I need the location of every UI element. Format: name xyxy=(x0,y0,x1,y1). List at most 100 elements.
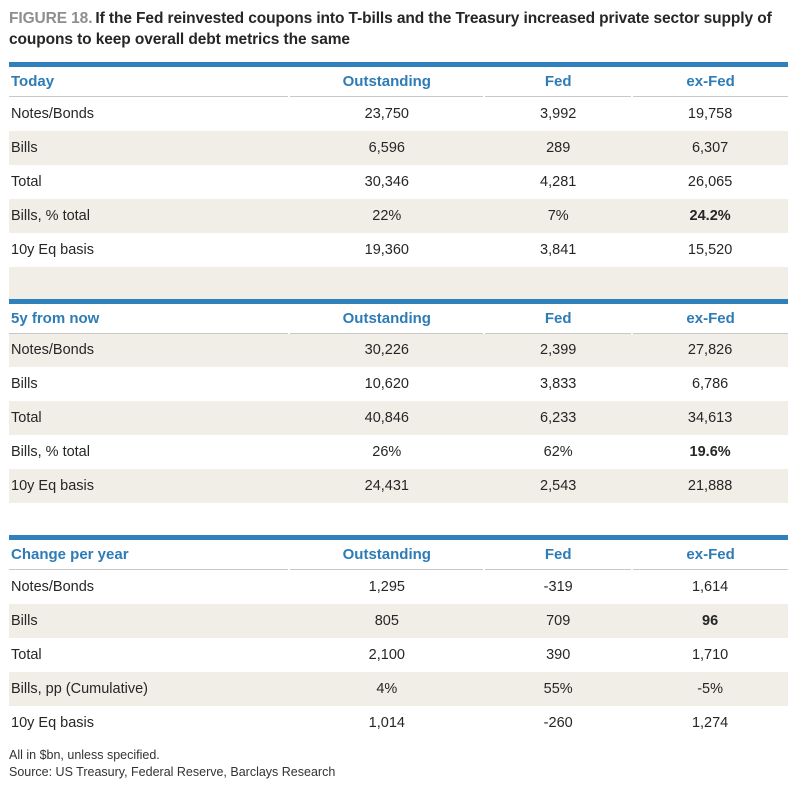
value-cell: 19.6% xyxy=(689,444,731,460)
value-cell: 15,520 xyxy=(687,241,733,258)
value-cell: 6,233 xyxy=(484,401,633,435)
value-cell: 1,295 xyxy=(368,578,405,595)
value-cell: 709 xyxy=(484,603,633,638)
value-cell: 26% xyxy=(372,444,402,460)
value-cell: 23,750 xyxy=(364,105,409,122)
table-header-row: Today Outstanding Fed ex-Fed xyxy=(9,62,788,97)
table-header-row: Change per year Outstanding Fed ex-Fed xyxy=(9,535,788,570)
spacer-row xyxy=(9,266,788,299)
row-label: Bills xyxy=(9,603,290,638)
row-label: Bills, pp (Cumulative) xyxy=(9,671,290,706)
value-cell: 6,596 xyxy=(289,130,485,165)
figure-table: 5y from now Outstanding Fed ex-Fed Notes/B… xyxy=(9,298,788,535)
value-cell: 2,543 xyxy=(484,469,633,503)
table-row: Bills, % total 22% 7% 24.2% xyxy=(9,198,788,233)
table-row: Bills 6,596 289 6,307 xyxy=(9,130,788,165)
tables-container: Today Outstanding Fed ex-Fed Notes/Bonds 23… xyxy=(9,62,788,740)
row-label: 10y Eq basis xyxy=(11,714,95,731)
column-header: Outstanding xyxy=(288,298,485,334)
row-label: Bills xyxy=(9,130,290,165)
value-cell: 2,399 xyxy=(484,333,633,367)
value-cell: 24,431 xyxy=(289,469,485,503)
value-cell: 3,992 xyxy=(540,105,577,122)
value-cell: 34,613 xyxy=(632,401,788,435)
row-label: Bills xyxy=(11,376,38,392)
row-label: Bills, % total xyxy=(9,198,290,233)
row-label: Total xyxy=(11,173,42,190)
value-cell: 805 xyxy=(289,603,485,638)
value-cell: 24.2% xyxy=(632,198,788,233)
column-header: ex-Fed xyxy=(631,535,788,570)
value-cell: 1,710 xyxy=(691,646,729,663)
table-section-title: Today xyxy=(9,62,290,97)
footnotes: All in $bn, unless specified. Source: US… xyxy=(9,747,788,781)
value-cell: 22% xyxy=(289,198,485,233)
value-cell: 55% xyxy=(484,671,633,706)
table-section-title: Change per year xyxy=(9,535,290,570)
column-header: Fed xyxy=(483,298,633,334)
column-header: Fed xyxy=(483,535,633,570)
value-cell: 27,826 xyxy=(632,333,788,367)
row-label: Total xyxy=(9,401,290,435)
value-cell: 6,307 xyxy=(632,130,788,165)
value-cell: -5% xyxy=(632,671,788,706)
table-section-title: 5y from now xyxy=(9,298,290,334)
value-cell: 30,346 xyxy=(364,173,409,190)
value-cell: -260 xyxy=(543,714,573,731)
row-label: 10y Eq basis xyxy=(11,241,95,258)
table-row: Bills 10,620 3,833 6,786 xyxy=(9,367,788,401)
value-cell: 7% xyxy=(484,198,633,233)
value-cell: 21,888 xyxy=(632,469,788,503)
figure-table: Today Outstanding Fed ex-Fed Notes/Bonds 23… xyxy=(9,62,788,299)
figure-number-label: FIGURE 18. xyxy=(9,10,93,27)
value-cell: 6,786 xyxy=(691,376,729,392)
value-cell: 10,620 xyxy=(364,376,409,392)
value-cell: 1,014 xyxy=(368,714,405,731)
value-cell: 390 xyxy=(546,646,571,663)
footnote-source: Source: US Treasury, Federal Reserve, Ba… xyxy=(9,764,336,779)
value-cell: 62% xyxy=(543,444,573,460)
value-cell: 40,846 xyxy=(289,401,485,435)
value-cell: 289 xyxy=(484,130,633,165)
value-cell: 96 xyxy=(632,603,788,638)
row-label: Notes/Bonds xyxy=(11,578,95,595)
figure-title-text: If the Fed reinvested coupons into T-bil… xyxy=(9,10,772,48)
table-row: Notes/Bonds 30,226 2,399 27,826 xyxy=(9,333,788,367)
table-row: 10y Eq basis 19,360 3,841 15,520 xyxy=(9,233,788,267)
table-row: Bills 805 709 96 xyxy=(9,603,788,638)
table-row: Bills, % total 26% 62% 19.6% xyxy=(9,435,788,469)
row-label: Bills, % total xyxy=(11,444,90,460)
figure-table: Change per year Outstanding Fed ex-Fed Not… xyxy=(9,535,788,740)
value-cell: 1,614 xyxy=(691,578,729,595)
column-header: Outstanding xyxy=(288,535,485,570)
value-cell: 4,281 xyxy=(540,173,577,190)
column-header: ex-Fed xyxy=(631,298,788,334)
row-label: Notes/Bonds xyxy=(9,333,290,367)
spacer-row xyxy=(9,503,788,535)
row-label: Total xyxy=(11,646,42,663)
row-label: 10y Eq basis xyxy=(9,469,290,503)
column-header: ex-Fed xyxy=(631,62,788,97)
table-row: 10y Eq basis 24,431 2,543 21,888 xyxy=(9,469,788,503)
table-row: 10y Eq basis 1,014 -260 1,274 xyxy=(9,706,788,740)
row-label: Notes/Bonds xyxy=(11,105,95,122)
table-row: Notes/Bonds 1,295 -319 1,614 xyxy=(9,570,788,604)
value-cell: 30,226 xyxy=(289,333,485,367)
value-cell: 3,841 xyxy=(540,241,577,258)
table-row: Bills, pp (Cumulative) 4% 55% -5% xyxy=(9,671,788,706)
column-header: Fed xyxy=(483,62,633,97)
table-row: Total 40,846 6,233 34,613 xyxy=(9,401,788,435)
column-header: Outstanding xyxy=(288,62,485,97)
table-row: Total 30,346 4,281 26,065 xyxy=(9,165,788,199)
spacer-cell xyxy=(9,503,788,535)
value-cell: 19,360 xyxy=(364,241,409,258)
value-cell: 3,833 xyxy=(540,376,577,392)
spacer-cell xyxy=(9,266,788,299)
value-cell: 4% xyxy=(289,671,485,706)
footnote-units: All in $bn, unless specified. xyxy=(9,747,160,762)
table-row: Total 2,100 390 1,710 xyxy=(9,638,788,672)
value-cell: 1,274 xyxy=(691,714,729,731)
value-cell: 19,758 xyxy=(687,105,733,122)
table-header-row: 5y from now Outstanding Fed ex-Fed xyxy=(9,298,788,334)
